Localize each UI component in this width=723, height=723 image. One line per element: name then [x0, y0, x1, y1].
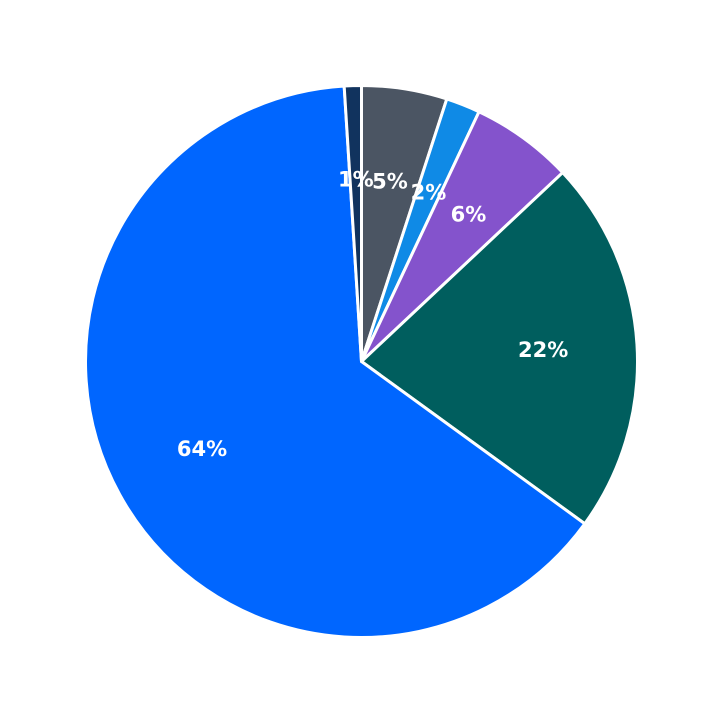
slice-label: 6%: [451, 202, 487, 226]
pie-slice: [84, 84, 587, 639]
pie-slice: [360, 171, 639, 526]
slice-label: 5%: [372, 170, 408, 194]
slice-label: 1%: [338, 168, 374, 192]
slice-label: 2%: [411, 180, 447, 204]
slice-label: 22%: [518, 338, 568, 362]
pie-labels: 5% 2%6% 22% 64% 1%: [177, 168, 568, 462]
pie-slices: [84, 84, 639, 639]
slice-label: 64%: [177, 437, 227, 461]
pie-slice: [342, 84, 363, 363]
